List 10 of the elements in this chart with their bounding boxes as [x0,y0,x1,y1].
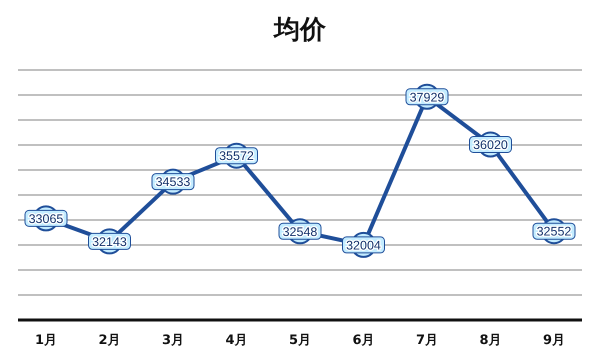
x-tick-label: 7月 [416,333,438,348]
x-tick-label: 8月 [479,333,502,348]
x-tick-label: 9月 [542,333,566,348]
x-tick-label: 6月 [352,333,375,348]
x-tick-label: 3月 [162,333,184,348]
x-tick-label: 4月 [225,333,248,348]
x-tick-label: 1月 [34,333,58,348]
chart-title: 均价 [272,15,327,45]
x-tick-label: 5月 [288,333,312,348]
x-tick-label: 2月 [98,333,121,348]
